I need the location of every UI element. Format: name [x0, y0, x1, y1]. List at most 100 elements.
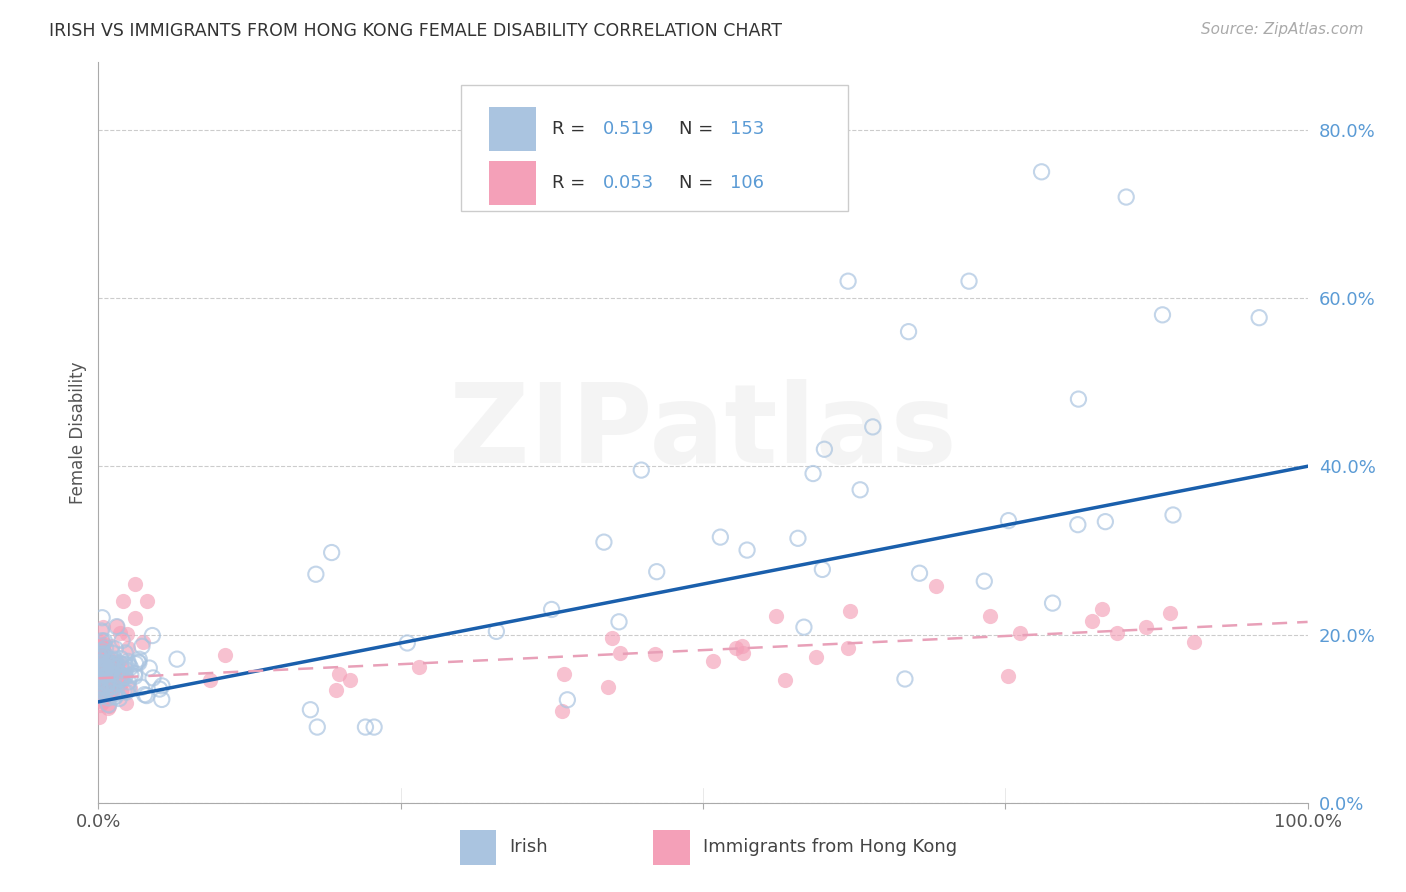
- Point: [793, 620, 815, 634]
- Point: [100, 653, 122, 667]
- Point: [105, 686, 128, 700]
- Point: [90, 689, 112, 703]
- Point: [1107, 626, 1129, 640]
- Point: [124, 669, 146, 683]
- Point: [96, 677, 118, 691]
- Point: [101, 665, 124, 679]
- Point: [110, 676, 132, 690]
- Point: [89, 689, 111, 703]
- Point: [97, 698, 120, 712]
- Point: [93, 679, 115, 693]
- Point: [731, 646, 754, 660]
- Point: [94, 681, 117, 696]
- Point: [93, 668, 115, 682]
- Point: [94, 665, 117, 680]
- Point: [89, 651, 111, 665]
- Point: [1067, 392, 1090, 406]
- Point: [94, 668, 117, 682]
- Point: [97, 676, 120, 690]
- Point: [89, 681, 111, 696]
- Point: [908, 566, 931, 581]
- Point: [87, 677, 110, 691]
- Point: [97, 665, 120, 679]
- Point: [94, 663, 117, 677]
- Point: [787, 531, 810, 545]
- Point: [101, 678, 124, 692]
- Point: [128, 656, 150, 670]
- Point: [339, 673, 361, 688]
- Point: [94, 651, 117, 665]
- Point: [101, 666, 124, 681]
- Point: [97, 701, 120, 715]
- Point: [93, 663, 115, 677]
- Point: [837, 274, 859, 288]
- Point: [93, 637, 115, 651]
- Point: [98, 686, 121, 700]
- Point: [132, 635, 155, 649]
- Point: [120, 668, 142, 682]
- Point: [837, 641, 859, 656]
- Point: [973, 574, 995, 589]
- Point: [90, 660, 112, 674]
- Point: [101, 639, 124, 653]
- Point: [91, 663, 114, 677]
- Point: [94, 661, 117, 675]
- Point: [645, 565, 668, 579]
- Point: [91, 647, 114, 661]
- Text: IRISH VS IMMIGRANTS FROM HONG KONG FEMALE DISABILITY CORRELATION CHART: IRISH VS IMMIGRANTS FROM HONG KONG FEMAL…: [49, 22, 782, 40]
- Text: Immigrants from Hong Kong: Immigrants from Hong Kong: [703, 838, 957, 856]
- Point: [957, 274, 980, 288]
- Point: [97, 690, 120, 705]
- Point: [200, 673, 222, 687]
- Point: [110, 684, 132, 698]
- Point: [104, 652, 127, 666]
- Point: [101, 680, 124, 694]
- Point: [110, 670, 132, 684]
- Point: [100, 686, 122, 700]
- Point: [96, 663, 118, 677]
- Point: [849, 483, 872, 497]
- Point: [93, 682, 115, 697]
- Point: [150, 692, 173, 706]
- Point: [593, 535, 616, 549]
- Point: [94, 652, 117, 666]
- Point: [321, 545, 343, 559]
- Point: [89, 678, 111, 692]
- Point: [1042, 596, 1064, 610]
- Point: [408, 660, 430, 674]
- Point: [91, 660, 114, 674]
- Point: [1135, 620, 1157, 634]
- Point: [96, 675, 118, 690]
- Point: [91, 645, 114, 659]
- Point: [1031, 165, 1053, 179]
- Point: [1159, 606, 1181, 620]
- Point: [138, 661, 160, 675]
- Point: [90, 648, 112, 662]
- Point: [108, 691, 131, 706]
- Point: [104, 641, 127, 656]
- Point: [105, 619, 128, 633]
- Point: [91, 695, 114, 709]
- Point: [114, 646, 136, 660]
- Point: [596, 681, 619, 695]
- Point: [110, 651, 132, 665]
- Point: [396, 636, 419, 650]
- Point: [838, 604, 860, 618]
- Point: [110, 626, 132, 640]
- Point: [103, 665, 125, 680]
- Point: [91, 610, 114, 624]
- Point: [91, 640, 114, 654]
- Point: [117, 654, 139, 668]
- Point: [98, 665, 121, 680]
- Point: [630, 463, 652, 477]
- Point: [94, 659, 117, 673]
- Point: [111, 633, 134, 648]
- FancyBboxPatch shape: [489, 107, 536, 151]
- Point: [363, 720, 385, 734]
- Point: [94, 640, 117, 655]
- Point: [862, 420, 884, 434]
- Point: [1067, 517, 1090, 532]
- Point: [142, 671, 165, 685]
- Point: [98, 657, 121, 671]
- Point: [93, 663, 115, 677]
